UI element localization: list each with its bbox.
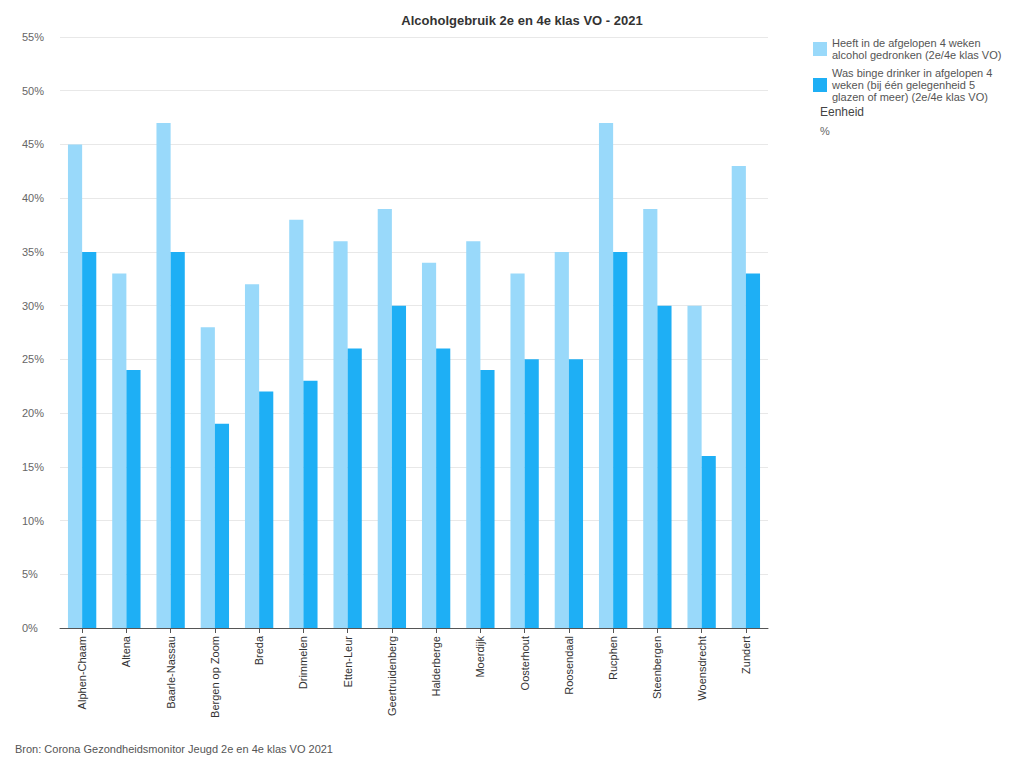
svg-text:Altena: Altena (120, 635, 132, 667)
svg-text:%: % (820, 125, 830, 137)
svg-text:40%: 40% (22, 192, 44, 204)
svg-text:Woensdrecht: Woensdrecht (696, 636, 708, 701)
svg-text:alcohol gedronken (2e/4e klas: alcohol gedronken (2e/4e klas VO) (832, 49, 1001, 61)
svg-text:30%: 30% (22, 300, 44, 312)
svg-text:35%: 35% (22, 246, 44, 258)
svg-text:50%: 50% (22, 85, 44, 97)
svg-text:Heeft in de afgelopen 4 weken: Heeft in de afgelopen 4 weken (832, 37, 984, 49)
svg-text:Halderberge: Halderberge (430, 636, 442, 697)
svg-text:20%: 20% (22, 407, 44, 419)
svg-text:Rucphen: Rucphen (607, 636, 619, 680)
svg-text:Breda: Breda (253, 635, 265, 665)
svg-text:weken (bij één gelegenheid 5: weken (bij één gelegenheid 5 (831, 79, 978, 91)
svg-text:15%: 15% (22, 461, 44, 473)
svg-text:Drimmelen: Drimmelen (297, 636, 309, 689)
svg-text:Steenbergen: Steenbergen (651, 636, 663, 699)
svg-text:Baarle-Nassau: Baarle-Nassau (165, 636, 177, 709)
svg-text:Bergen op Zoom: Bergen op Zoom (209, 636, 221, 718)
svg-text:Moerdijk: Moerdijk (474, 636, 486, 678)
svg-text:Roosendaal: Roosendaal (563, 636, 575, 695)
svg-text:Etten-Leur: Etten-Leur (342, 636, 354, 688)
svg-text:Bron: Corona Gezondheidsmonito: Bron: Corona Gezondheidsmonitor Jeugd 2e… (15, 743, 333, 755)
svg-text:Geertruidenberg: Geertruidenberg (386, 636, 398, 716)
svg-text:Oosterhout: Oosterhout (519, 636, 531, 690)
svg-text:25%: 25% (22, 353, 44, 365)
svg-text:Eenheid: Eenheid (820, 105, 864, 119)
svg-text:Zundert: Zundert (740, 636, 752, 674)
svg-text:10%: 10% (22, 515, 44, 527)
svg-text:Alcoholgebruik 2e en 4e klas V: Alcoholgebruik 2e en 4e klas VO - 2021 (401, 13, 642, 28)
svg-text:Was binge drinker in afgelopen: Was binge drinker in afgelopen 4 (832, 67, 995, 79)
svg-text:45%: 45% (22, 138, 44, 150)
svg-text:5%: 5% (22, 568, 38, 580)
svg-text:55%: 55% (22, 31, 44, 43)
svg-text:Alphen-Chaam: Alphen-Chaam (76, 636, 88, 709)
svg-text:0%: 0% (22, 622, 38, 634)
svg-text:glazen of meer) (2e/4e klas VO: glazen of meer) (2e/4e klas VO) (832, 91, 988, 103)
